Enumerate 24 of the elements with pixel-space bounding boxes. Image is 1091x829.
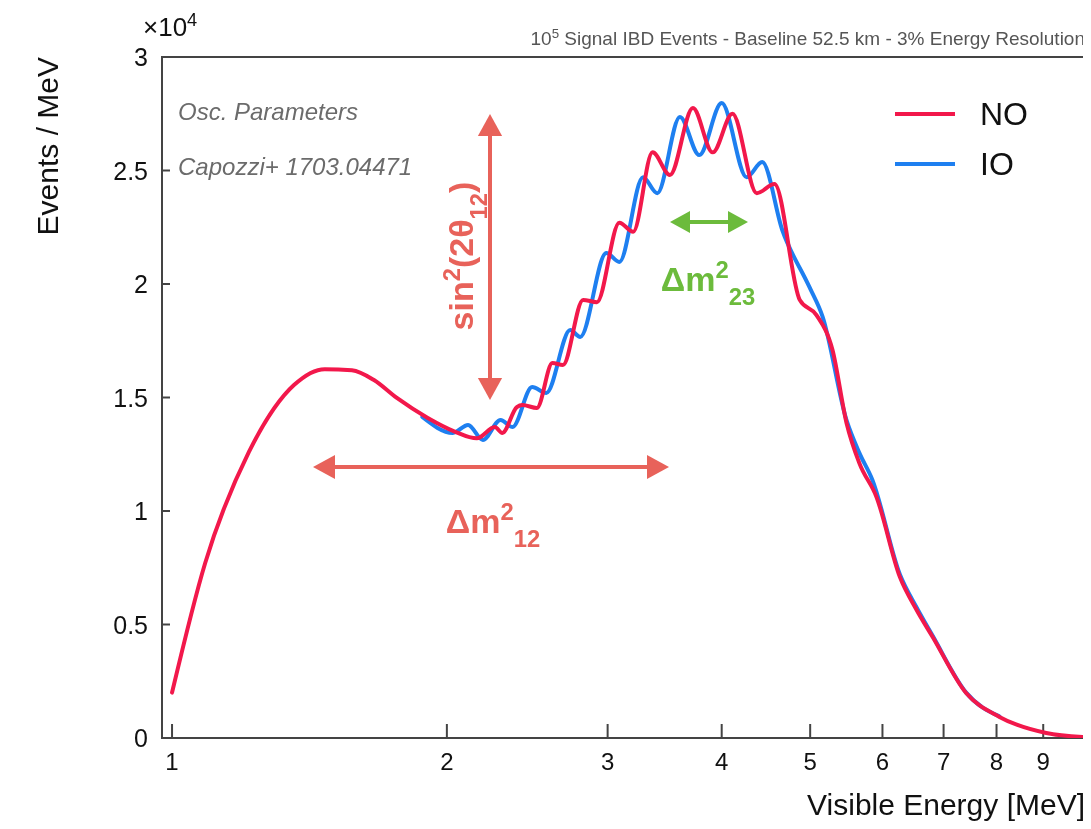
y-tick-label: 2.5 (113, 156, 148, 185)
legend-label: NO (980, 96, 1028, 132)
annotation: Capozzi+ 1703.04471 (178, 153, 413, 180)
x-tick-label: 7 (936, 748, 951, 775)
text: ×10$^{4}$ (143, 10, 198, 42)
chart-title: 10$^{5}$ Signal IBD Events - Baseline 52.5 km - 3% Energy Resolution (530, 25, 1085, 49)
x-axis-title: Visible Energy [MeV] (807, 788, 1085, 821)
x-tick-label: 1 (165, 748, 179, 775)
y-tick-label: 1.5 (113, 383, 148, 412)
x-tick-label: 8 (989, 748, 1004, 775)
x-tick-label: 3 (600, 748, 615, 775)
annotation: Osc. Parameters (178, 98, 359, 125)
y-tick-label: 3 (134, 43, 148, 71)
legend-label: IO (980, 146, 1014, 182)
x-tick-label: 6 (875, 748, 890, 775)
x-tick-label: 5 (803, 748, 817, 775)
y-tick-label: 2 (134, 270, 148, 298)
x-tick-label: 4 (715, 748, 729, 775)
y-axis-title: Events / MeV (31, 57, 64, 236)
x-tick-label: 9 (1036, 748, 1050, 775)
y-tick-label: 0 (134, 724, 148, 752)
y-tick-label: 0.5 (113, 610, 148, 639)
x-tick-label: 2 (440, 748, 454, 775)
y-tick-label: 1 (134, 497, 148, 525)
